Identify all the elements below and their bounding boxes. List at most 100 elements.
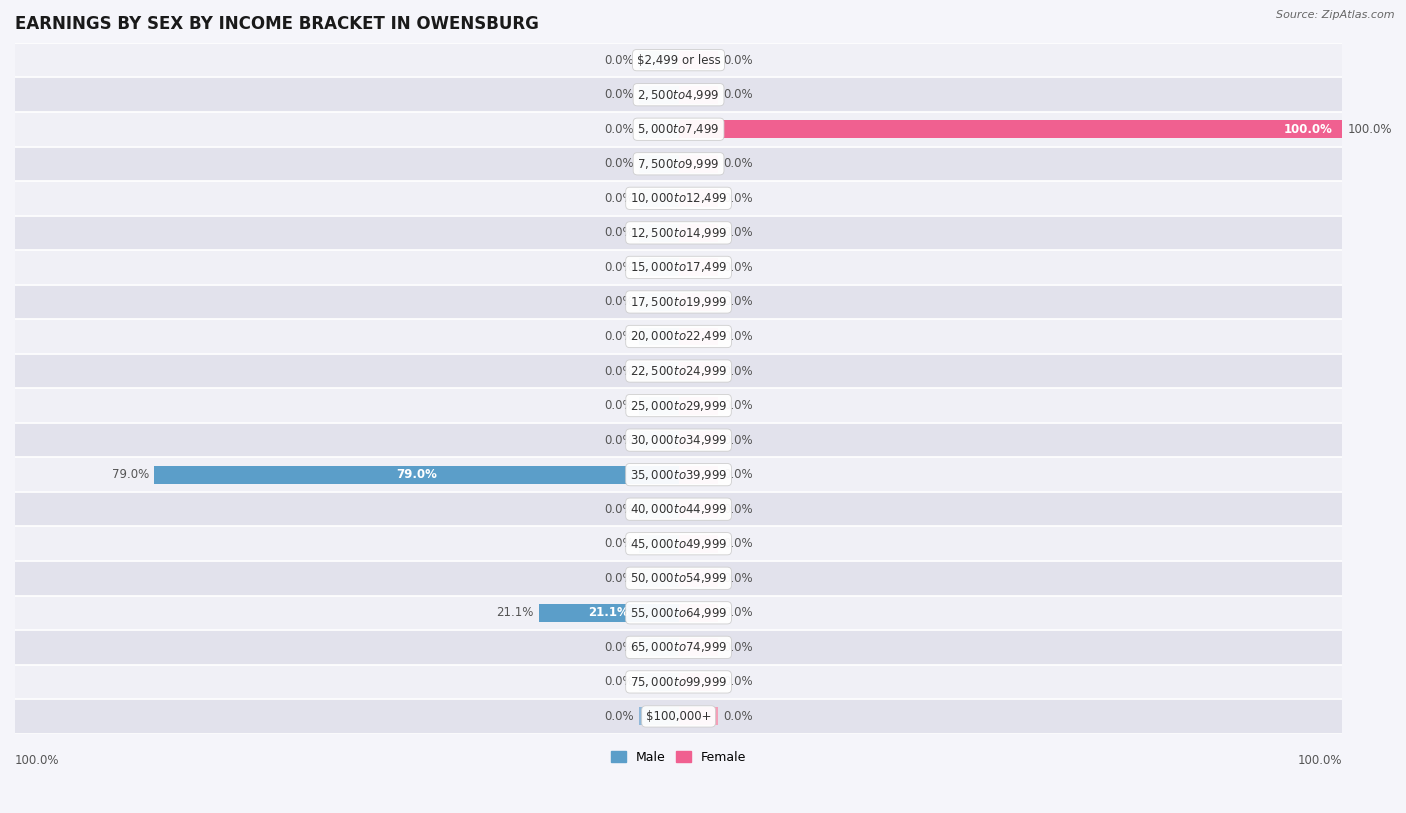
Text: 0.0%: 0.0% xyxy=(603,295,634,308)
Text: $12,500 to $14,999: $12,500 to $14,999 xyxy=(630,226,727,240)
Bar xyxy=(15,664,1343,699)
Bar xyxy=(638,431,679,449)
Text: 100.0%: 100.0% xyxy=(1298,754,1343,767)
Text: 0.0%: 0.0% xyxy=(724,54,754,67)
Bar xyxy=(638,397,679,415)
Text: 100.0%: 100.0% xyxy=(1284,123,1333,136)
Bar xyxy=(15,285,1343,320)
Text: 0.0%: 0.0% xyxy=(603,537,634,550)
Text: 21.1%: 21.1% xyxy=(496,606,533,620)
Text: Source: ZipAtlas.com: Source: ZipAtlas.com xyxy=(1277,10,1395,20)
Bar xyxy=(15,458,1343,492)
Text: 0.0%: 0.0% xyxy=(724,399,754,412)
Bar xyxy=(679,466,718,484)
Text: 0.0%: 0.0% xyxy=(603,433,634,446)
Bar xyxy=(679,638,718,656)
Bar xyxy=(538,604,679,622)
Text: 21.1%: 21.1% xyxy=(588,606,628,620)
Text: 0.0%: 0.0% xyxy=(724,295,754,308)
Text: 0.0%: 0.0% xyxy=(724,157,754,170)
Bar xyxy=(679,397,718,415)
Text: $65,000 to $74,999: $65,000 to $74,999 xyxy=(630,641,727,654)
Bar xyxy=(679,85,718,104)
Text: 0.0%: 0.0% xyxy=(603,572,634,585)
Text: 0.0%: 0.0% xyxy=(603,88,634,101)
Text: $5,000 to $7,499: $5,000 to $7,499 xyxy=(637,122,720,137)
Text: 0.0%: 0.0% xyxy=(724,226,754,239)
Bar xyxy=(638,224,679,241)
Text: $55,000 to $64,999: $55,000 to $64,999 xyxy=(630,606,727,620)
Text: $45,000 to $49,999: $45,000 to $49,999 xyxy=(630,537,727,550)
Text: 0.0%: 0.0% xyxy=(603,676,634,689)
Text: 0.0%: 0.0% xyxy=(603,641,634,654)
Text: 0.0%: 0.0% xyxy=(724,88,754,101)
Bar xyxy=(638,85,679,104)
Text: 0.0%: 0.0% xyxy=(724,606,754,620)
Text: 0.0%: 0.0% xyxy=(724,468,754,481)
Text: 0.0%: 0.0% xyxy=(724,676,754,689)
Text: 0.0%: 0.0% xyxy=(724,330,754,343)
Bar xyxy=(15,527,1343,561)
Text: $30,000 to $34,999: $30,000 to $34,999 xyxy=(630,433,727,447)
Bar xyxy=(638,535,679,553)
Text: $10,000 to $12,499: $10,000 to $12,499 xyxy=(630,191,727,206)
Text: 79.0%: 79.0% xyxy=(112,468,149,481)
Text: 0.0%: 0.0% xyxy=(724,261,754,274)
Text: $22,500 to $24,999: $22,500 to $24,999 xyxy=(630,364,727,378)
Bar xyxy=(679,604,718,622)
Bar xyxy=(15,320,1343,354)
Bar xyxy=(15,77,1343,112)
Text: 0.0%: 0.0% xyxy=(603,226,634,239)
Text: $75,000 to $99,999: $75,000 to $99,999 xyxy=(630,675,727,689)
Bar xyxy=(638,189,679,207)
Bar xyxy=(679,259,718,276)
Text: 0.0%: 0.0% xyxy=(603,330,634,343)
Bar xyxy=(679,154,718,172)
Bar xyxy=(15,354,1343,389)
Bar xyxy=(638,707,679,725)
Bar xyxy=(679,120,1343,138)
Bar xyxy=(15,699,1343,733)
Bar xyxy=(15,181,1343,215)
Text: $50,000 to $54,999: $50,000 to $54,999 xyxy=(630,572,727,585)
Bar xyxy=(15,492,1343,527)
Bar xyxy=(679,500,718,518)
Legend: Male, Female: Male, Female xyxy=(606,746,751,769)
Bar xyxy=(638,154,679,172)
Text: 0.0%: 0.0% xyxy=(603,364,634,377)
Text: 0.0%: 0.0% xyxy=(603,157,634,170)
Text: $17,500 to $19,999: $17,500 to $19,999 xyxy=(630,295,727,309)
Bar xyxy=(679,431,718,449)
Text: $2,499 or less: $2,499 or less xyxy=(637,54,720,67)
Bar xyxy=(679,673,718,691)
Bar xyxy=(15,389,1343,423)
Bar xyxy=(638,638,679,656)
Text: 0.0%: 0.0% xyxy=(724,433,754,446)
Text: 0.0%: 0.0% xyxy=(724,192,754,205)
Bar xyxy=(638,569,679,587)
Text: 79.0%: 79.0% xyxy=(396,468,437,481)
Text: $25,000 to $29,999: $25,000 to $29,999 xyxy=(630,398,727,412)
Text: $35,000 to $39,999: $35,000 to $39,999 xyxy=(630,467,727,481)
Text: $15,000 to $17,499: $15,000 to $17,499 xyxy=(630,260,727,275)
Bar xyxy=(638,673,679,691)
Text: $20,000 to $22,499: $20,000 to $22,499 xyxy=(630,329,727,343)
Text: $100,000+: $100,000+ xyxy=(645,710,711,723)
Text: 0.0%: 0.0% xyxy=(724,537,754,550)
Text: EARNINGS BY SEX BY INCOME BRACKET IN OWENSBURG: EARNINGS BY SEX BY INCOME BRACKET IN OWE… xyxy=(15,15,538,33)
Bar xyxy=(638,362,679,380)
Bar xyxy=(638,259,679,276)
Bar xyxy=(679,569,718,587)
Bar xyxy=(15,596,1343,630)
Bar xyxy=(15,630,1343,664)
Bar xyxy=(638,51,679,69)
Bar xyxy=(679,189,718,207)
Bar xyxy=(15,423,1343,458)
Text: 0.0%: 0.0% xyxy=(603,192,634,205)
Bar xyxy=(679,224,718,241)
Bar xyxy=(15,561,1343,596)
Text: 0.0%: 0.0% xyxy=(724,710,754,723)
Text: $40,000 to $44,999: $40,000 to $44,999 xyxy=(630,502,727,516)
Bar xyxy=(679,293,718,311)
Bar xyxy=(15,146,1343,181)
